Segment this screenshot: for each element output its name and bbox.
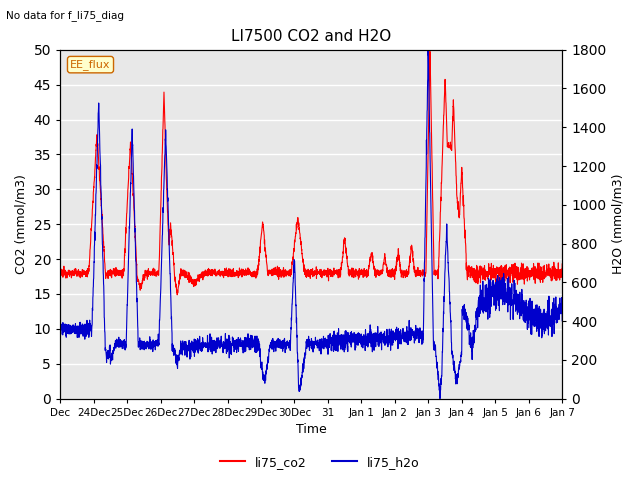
X-axis label: Time: Time: [296, 423, 326, 436]
Title: LI7500 CO2 and H2O: LI7500 CO2 and H2O: [231, 29, 391, 44]
Y-axis label: H2O (mmol/m3): H2O (mmol/m3): [612, 174, 625, 275]
Legend: li75_co2, li75_h2o: li75_co2, li75_h2o: [215, 451, 425, 474]
Text: EE_flux: EE_flux: [70, 59, 111, 70]
Text: No data for f_li75_diag: No data for f_li75_diag: [6, 10, 124, 21]
Y-axis label: CO2 (mmol/m3): CO2 (mmol/m3): [15, 174, 28, 274]
